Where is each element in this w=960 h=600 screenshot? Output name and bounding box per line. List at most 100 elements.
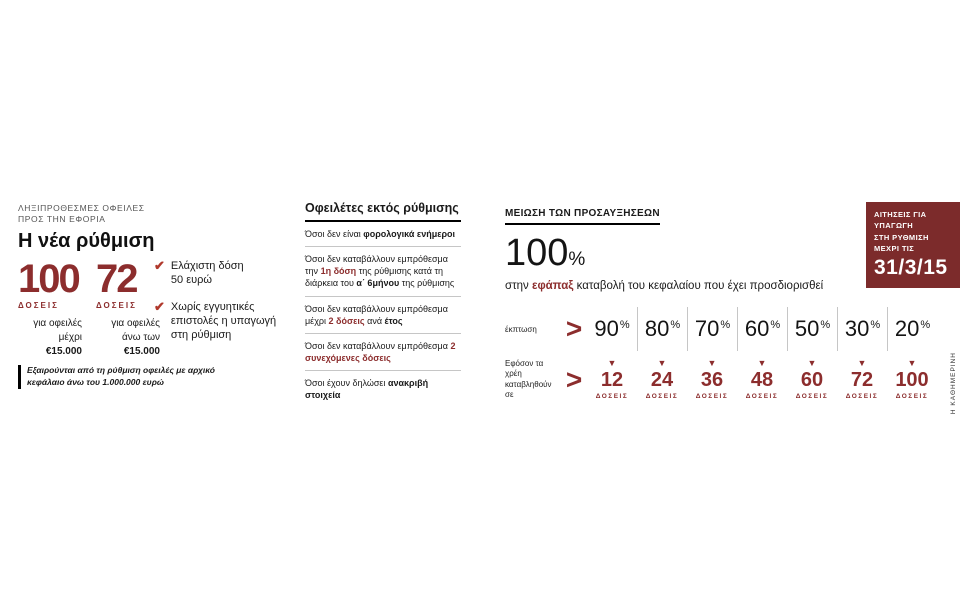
footnote-line: κεφάλαιο άνω του 1.000.000 ευρώ	[27, 376, 164, 387]
discount-percent-cell: 50%	[787, 307, 837, 351]
installments-cell: ▼ 36 ΔΟΣΕΙΣ	[687, 358, 737, 401]
check-icon: ✔	[154, 258, 165, 273]
installments-cell: ▼ 24 ΔΟΣΕΙΣ	[637, 358, 687, 401]
installments-value: 100	[895, 369, 929, 392]
chevron-right-icon: >	[565, 363, 583, 395]
excluded-title: Οφειλέτες εκτός ρύθμισης	[305, 201, 461, 222]
surcharge-reduction-section: ΜΕΙΩΣΗ ΤΩΝ ΠΡΟΣΑΥΞΗΣΕΩΝ 100% στην εφάπαξ…	[505, 203, 937, 401]
deadline-badge: ΑΙΤΗΣΕΙΣ ΓΙΑ ΥΠΑΓΩΓΗ ΣΤΗ ΡΥΘΜΙΣΗ ΜΕΧΡΙ Τ…	[866, 202, 960, 288]
installments-value: 12	[600, 369, 624, 392]
installments-value: 36	[700, 369, 724, 392]
arrow-down-icon: ▼	[857, 358, 867, 369]
brand-kathimerini: Η ΚΑΘΗΜΕΡΙΝΗ	[950, 352, 957, 415]
subtitle-text: στην	[505, 280, 532, 292]
arrow-down-icon: ▼	[657, 358, 667, 369]
excluded-text: Όσοι δεν καταβάλλουν εμπρόθεσμα την	[305, 254, 448, 277]
installments-cell: ▼ 72 ΔΟΣΕΙΣ	[837, 358, 887, 401]
deadline-date: 31/3/15	[874, 256, 948, 279]
excluded-item: Όσοι δεν καταβάλλουν εμπρόθεσμα 2 συνεχό…	[305, 334, 461, 372]
option-description-line: άνω των	[122, 331, 160, 343]
condition-text: Χωρίς εγγυητικές επιστολές η υπαγωγή στη…	[171, 300, 276, 343]
discount-percent-value: 70	[694, 316, 720, 341]
discount-row-label: έκπτωση	[505, 324, 537, 334]
discount-percent-cell: 80%	[637, 307, 687, 351]
discount-percent-value: 60	[744, 316, 770, 341]
percent-sign: %	[920, 318, 931, 331]
installments-unit: ΔΟΣΕΙΣ	[645, 393, 679, 401]
excluded-text-bold: φορολογικά ενήμεροι	[363, 229, 456, 239]
installments-cell: ▼ 48 ΔΟΣΕΙΣ	[737, 358, 787, 401]
subtitle-text: καταβολή του κεφαλαίου που έχει προσδιορ…	[573, 280, 824, 292]
discount-percent-cell: 20%	[887, 307, 937, 351]
installments-value: 48	[750, 369, 774, 392]
excluded-text-bold: ανακριβή στοιχεία	[305, 378, 429, 401]
discount-percent-cell: 70%	[687, 307, 737, 351]
arrow-down-icon: ▼	[907, 358, 917, 369]
excluded-debtors-section: Οφειλέτες εκτός ρύθμισης Όσοι δεν είναι …	[305, 201, 461, 407]
installments-value: 72	[850, 369, 874, 392]
section-kicker: ΛΗΞΙΠΡΟΘΕΣΜΕΣ ΟΦΕΙΛΕΣ ΠΡΟΣ ΤΗΝ ΕΦΟΡΙΑ	[18, 203, 303, 226]
arrow-down-icon: ▼	[757, 358, 767, 369]
excluded-text-bold: 1η δόση	[320, 266, 357, 277]
percent-sign: %	[770, 318, 781, 331]
condition-text: Ελάχιστη δόση 50 ευρώ	[171, 259, 244, 288]
exclusion-footnote: Εξαιρούνται από τη ρύθμιση οφειλές με αρ…	[18, 365, 215, 389]
option-72-installments: 72 ΔΟΣΕΙΣ για οφειλές άνω των €15.000	[96, 259, 160, 359]
installments-row-label: Εφόσον τα χρέη καταβληθούν σε	[505, 359, 561, 401]
excluded-text-bold: 2 συνεχόμενες δόσεις	[305, 340, 456, 363]
excluded-item: Όσοι έχουν δηλώσει ανακριβή στοιχεία	[305, 371, 461, 407]
option-description: για οφειλές μέχρι €15.000	[18, 317, 82, 359]
installments-unit: ΔΟΣΕΙΣ	[745, 393, 779, 401]
installments-unit: ΔΟΣΕΙΣ	[695, 393, 729, 401]
installments-unit: ΔΟΣΕΙΣ	[795, 393, 829, 401]
option-description-line: για οφειλές	[33, 317, 82, 329]
installments-unit: ΔΟΣΕΙΣ	[96, 300, 137, 310]
discount-percent-value: 20	[894, 316, 920, 341]
installments-cell: ▼ 12 ΔΟΣΕΙΣ	[587, 358, 637, 401]
discount-percent-value: 30	[844, 316, 870, 341]
check-icon: ✔	[154, 298, 165, 314]
condition-line: Χωρίς εγγυητικές	[170, 300, 255, 313]
excluded-text: της ρύθμισης	[399, 278, 455, 289]
excluded-item: Όσοι δεν καταβάλλουν εμπρόθεσμα μέχρι 2 …	[305, 297, 461, 334]
condition-line: στη ρύθμιση	[170, 329, 232, 342]
full-reduction-number: 100	[505, 232, 569, 274]
installments-unit: ΔΟΣΕΙΣ	[595, 393, 629, 401]
option-description-line: μέχρι	[58, 331, 82, 343]
percent-sign: %	[619, 318, 630, 331]
discount-percent-cell: 60%	[737, 307, 787, 351]
discount-percent-value: 80	[644, 316, 670, 341]
arrow-down-icon: ▼	[607, 358, 617, 369]
conditions-list: ✔ Ελάχιστη δόση 50 ευρώ ✔ Χωρίς εγγυητικ…	[154, 259, 294, 354]
discount-percent-cell: 30%	[837, 307, 887, 351]
installments-row-label-line: καταβληθούν σε	[505, 379, 552, 400]
badge-text-line: ΣΤΗ ΡΥΘΜΙΣΗ ΜΕΧΡΙ ΤΙΣ	[874, 232, 929, 253]
discount-percent-value: 50	[794, 316, 820, 341]
footnote-line: Εξαιρούνται από τη ρύθμιση οφειλές με αρ…	[27, 365, 215, 375]
condition-line: Ελάχιστη δόση	[170, 260, 244, 272]
installments-count: 100	[18, 256, 81, 301]
installments-unit: ΔΟΣΕΙΣ	[18, 300, 59, 310]
excluded-text: ανά	[364, 315, 385, 326]
condition-line: επιστολές η υπαγωγή	[170, 314, 277, 327]
percent-sign: %	[820, 318, 831, 331]
installments-unit: ΔΟΣΕΙΣ	[845, 393, 879, 401]
subtitle-text-bold: εφάπαξ	[531, 280, 574, 292]
excluded-text: της ρύθμισης κατά τη διάρκεια του	[305, 266, 444, 289]
option-description: για οφειλές άνω των €15.000	[96, 317, 160, 359]
installments-value: 60	[800, 369, 824, 392]
chevron-right-icon: >	[565, 313, 583, 344]
kicker-line: ΛΗΞΙΠΡΟΘΕΣΜΕΣ ΟΦΕΙΛΕΣ	[18, 203, 145, 213]
excluded-text: Όσοι δεν καταβάλλουν εμπρόθεσμα μέχρι	[305, 303, 448, 326]
installments-cell: ▼ 100 ΔΟΣΕΙΣ	[887, 358, 937, 401]
excluded-text-bold: 2 δόσεις	[328, 315, 365, 326]
percent-sign: %	[670, 318, 681, 331]
excluded-text: Όσοι δεν καταβάλλουν εμπρόθεσμα	[305, 340, 451, 351]
excluded-text-bold: α΄ 6μήνου	[356, 278, 400, 289]
installment-options: 100 ΔΟΣΕΙΣ για οφειλές μέχρι €15.000 72 …	[18, 256, 303, 359]
percent-sign: %	[720, 318, 731, 331]
reduction-title: ΜΕΙΩΣΗ ΤΩΝ ΠΡΟΣΑΥΞΗΣΕΩΝ	[505, 208, 660, 225]
installments-unit: ΔΟΣΕΙΣ	[895, 393, 929, 401]
arrow-down-icon: ▼	[707, 358, 717, 369]
